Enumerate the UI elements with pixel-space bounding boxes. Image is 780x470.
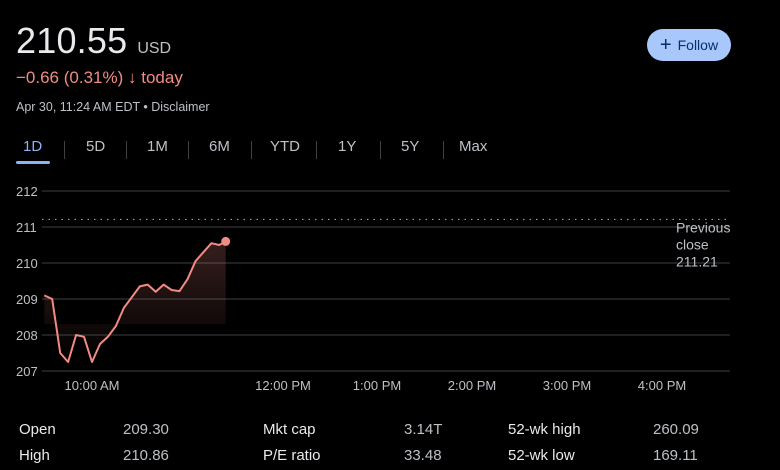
change-value: −0.66 (0.31%) <box>16 68 124 87</box>
y-axis-ticks: 212 211 210 209 208 207 <box>16 184 38 379</box>
y-tick-label: 207 <box>16 364 38 379</box>
active-tab-indicator <box>16 161 50 164</box>
tab-max[interactable]: Max <box>459 138 488 155</box>
x-tick-label: 4:00 PM <box>638 378 686 393</box>
x-tick-label: 2:00 PM <box>448 378 496 393</box>
previous-close-label: Previous <box>676 219 730 235</box>
stat-value-open: 209.30 <box>123 421 169 438</box>
previous-close-label: close <box>676 236 709 252</box>
tab-divider <box>251 141 252 159</box>
stat-value-mkt-cap: 3.14T <box>404 421 443 438</box>
tab-ytd[interactable]: YTD <box>270 138 300 155</box>
stat-value-pe-ratio: 33.48 <box>404 447 442 464</box>
x-axis-ticks: 10:00 AM 12:00 PM 1:00 PM 2:00 PM 3:00 PM 4:0… <box>65 378 687 393</box>
quote-timestamp: Apr 30, 11:24 AM EDT <box>16 100 140 114</box>
y-tick-label: 208 <box>16 328 38 343</box>
tab-divider <box>64 141 65 159</box>
stat-label-pe-ratio: P/E ratio <box>263 447 321 464</box>
meta-separator: • <box>139 100 152 114</box>
tab-divider <box>316 141 317 159</box>
tab-1m[interactable]: 1M <box>147 138 168 155</box>
follow-button[interactable]: + Follow <box>647 29 731 61</box>
stat-label-52wk-high: 52-wk high <box>508 421 581 438</box>
stat-value-52wk-low: 169.11 <box>653 447 698 464</box>
range-tabs: 1D 5D 1M 6M YTD 1Y 5Y Max <box>0 138 520 168</box>
price-line <box>43 240 227 363</box>
stat-label-high: High <box>19 447 50 464</box>
tab-1y[interactable]: 1Y <box>338 138 357 155</box>
tab-6m[interactable]: 6M <box>209 138 230 155</box>
follow-label: Follow <box>677 37 719 53</box>
stat-label-mkt-cap: Mkt cap <box>263 421 316 438</box>
stat-value-high: 210.86 <box>123 447 169 464</box>
tab-5y[interactable]: 5Y <box>401 138 420 155</box>
y-tick-label: 211 <box>16 220 37 235</box>
current-price: 210.55 <box>16 20 128 61</box>
tab-divider <box>126 141 127 159</box>
x-tick-label: 1:00 PM <box>353 378 401 393</box>
quote-meta: Apr 30, 11:24 AM EDT • Disclaimer <box>16 100 210 114</box>
chart-gridlines <box>42 190 730 372</box>
arrow-down-icon: ↓ <box>128 68 137 87</box>
tab-divider <box>443 141 444 159</box>
y-tick-label: 209 <box>16 292 38 307</box>
currency-label: USD <box>137 40 172 57</box>
tab-1d[interactable]: 1D <box>23 138 43 155</box>
stat-label-52wk-low: 52-wk low <box>508 447 575 464</box>
change-period: today <box>141 68 183 87</box>
x-tick-label: 3:00 PM <box>543 378 591 393</box>
price-chart[interactable]: 212 211 210 209 208 207 Previous close 211.21… <box>0 175 780 400</box>
stat-value-52wk-high: 260.09 <box>653 421 699 438</box>
tab-5d[interactable]: 5D <box>86 138 106 155</box>
plus-icon: + <box>659 34 672 56</box>
y-tick-label: 212 <box>16 184 38 199</box>
tab-divider <box>380 141 381 159</box>
x-tick-label: 12:00 PM <box>255 378 311 393</box>
previous-close-value: 211.21 <box>676 253 718 269</box>
tab-divider <box>188 141 189 159</box>
disclaimer-link[interactable]: Disclaimer <box>151 100 210 114</box>
y-tick-label: 210 <box>16 256 38 271</box>
last-price-dot <box>221 236 231 246</box>
price-area <box>44 241 226 362</box>
price-row: 210.55 USD <box>16 20 171 62</box>
x-tick-label: 10:00 AM <box>65 378 120 393</box>
price-change: −0.66 (0.31%) ↓ today <box>16 68 183 88</box>
stat-label-open: Open <box>19 421 56 438</box>
